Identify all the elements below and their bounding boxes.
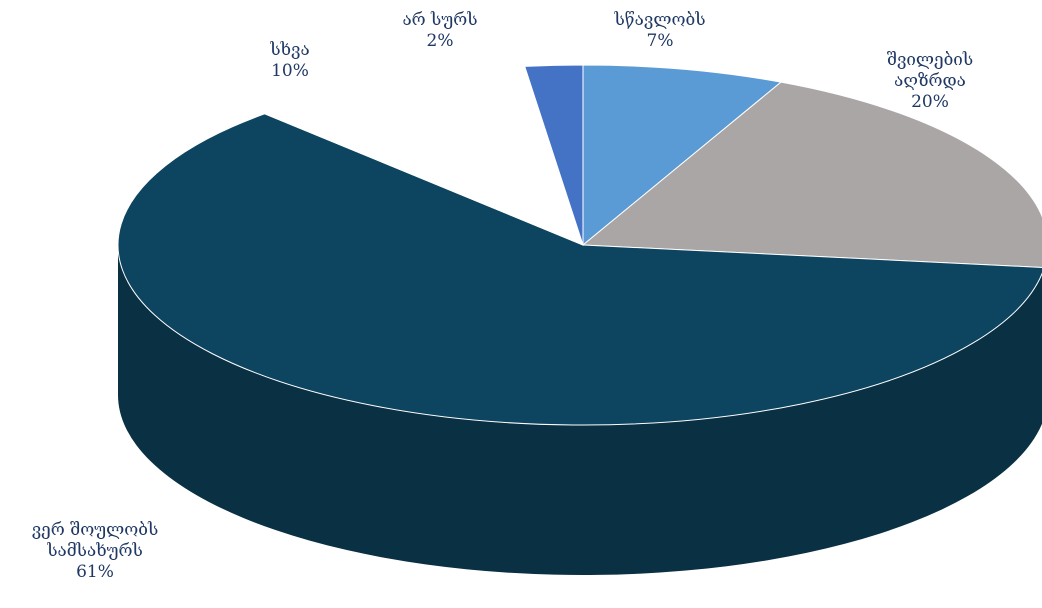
data-label: სხვა 10% (270, 40, 309, 82)
category-label: არ სურს (402, 10, 478, 30)
value-label: 2% (426, 31, 454, 51)
pie-slice (117, 113, 1042, 426)
pie-slice (263, 65, 584, 246)
pie-slice (581, 81, 1042, 268)
value-label: 7% (646, 31, 674, 51)
pie-slice (582, 64, 783, 247)
data-label: არ სურს 2% (402, 10, 477, 52)
category-label: სხვა (270, 40, 310, 60)
category-label: შვილების აღზრდა (886, 50, 974, 91)
value-label: 20% (911, 92, 949, 112)
category-label: სწავლობს (614, 10, 706, 30)
data-label: სწავლობს 7% (614, 10, 705, 52)
pie-slice (524, 64, 584, 246)
data-label: შვილების აღზრდა 20% (887, 50, 973, 113)
value-label: 61% (76, 562, 114, 582)
value-label: 10% (271, 61, 309, 81)
data-label: ვერ შოულობს სამსახურს 61% (32, 520, 159, 583)
category-label: ვერ შოულობს სამსახურს (31, 520, 159, 561)
pie-side (118, 245, 1042, 575)
